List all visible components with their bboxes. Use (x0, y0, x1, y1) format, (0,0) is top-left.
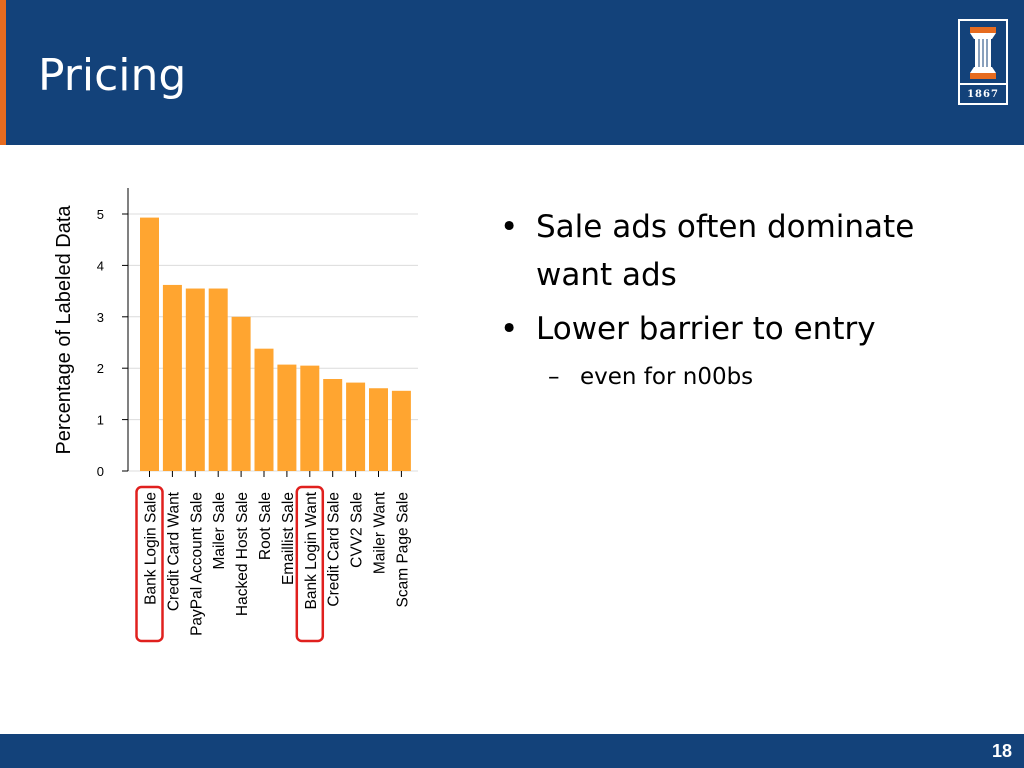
bullet-text-line: want ads (536, 257, 677, 293)
bar-chart: 0 1 2 3 4 5 Bank Login Sale Credit Card Want Pa… (53, 188, 418, 643)
x-tick-label: Mailer Sale (211, 492, 228, 570)
bar (369, 388, 388, 471)
bullet-list: Sale ads often dominate want ads Lower b… (500, 203, 1000, 395)
y-tick-label: 1 (97, 413, 104, 428)
bar (140, 217, 159, 471)
x-tick-label: Scam Page Sale (394, 492, 411, 607)
bar (162, 284, 182, 471)
y-tick-label: 5 (97, 207, 104, 222)
x-tick-label: Bank Login Want (303, 491, 320, 609)
x-tick-label: Mailer Want (372, 491, 389, 574)
x-tick-label: Credit Card Want (165, 491, 182, 611)
bar (185, 288, 205, 471)
x-tick-label: Bank Login Sale (143, 492, 160, 605)
bullet-item: Sale ads often dominate want ads (500, 203, 1000, 299)
x-tick-label: Hacked Host Sale (234, 492, 251, 616)
slide-header: Pricing 1867 (0, 0, 1024, 145)
university-logo: 1867 (958, 19, 1008, 105)
slide-title: Pricing (38, 50, 187, 101)
sub-bullet-item: – even for n00bs (500, 359, 1000, 395)
y-axis-label: Percentage of Labeled Data (53, 205, 75, 455)
bar (231, 316, 251, 471)
bar (346, 382, 366, 471)
bullet-item: Lower barrier to entry (500, 305, 1000, 353)
x-tick-label: CVV2 Sale (349, 492, 366, 568)
y-tick-label: 2 (97, 361, 104, 376)
highlight-box (295, 485, 325, 643)
x-tick-label: Root Sale (257, 492, 274, 560)
slide-footer: 18 (0, 734, 1024, 768)
bar (323, 378, 343, 471)
bullet-text-line: Sale ads often dominate (536, 209, 915, 245)
bar (254, 348, 274, 471)
y-tick-label: 0 (97, 464, 104, 479)
sub-bullet-text: even for n00bs (580, 364, 754, 390)
header-accent-bar (0, 0, 6, 145)
x-tick-label: PayPal Account Sale (188, 492, 205, 636)
bar (208, 288, 228, 471)
bar (391, 390, 411, 471)
highlight-box (135, 485, 164, 643)
sub-bullet-dash: – (548, 364, 560, 390)
logo-divider (960, 83, 1006, 85)
bar (300, 365, 320, 471)
x-tick-label: Credit Card Sale (326, 492, 343, 607)
column-logo-icon (970, 27, 996, 79)
bullet-text: Lower barrier to entry (536, 311, 876, 347)
bar (277, 364, 297, 471)
y-tick-label: 3 (97, 310, 104, 325)
x-tick-label: Emaillist Sale (280, 492, 297, 585)
page-number: 18 (991, 741, 1012, 761)
logo-year: 1867 (967, 89, 999, 100)
y-tick-label: 4 (97, 258, 104, 273)
